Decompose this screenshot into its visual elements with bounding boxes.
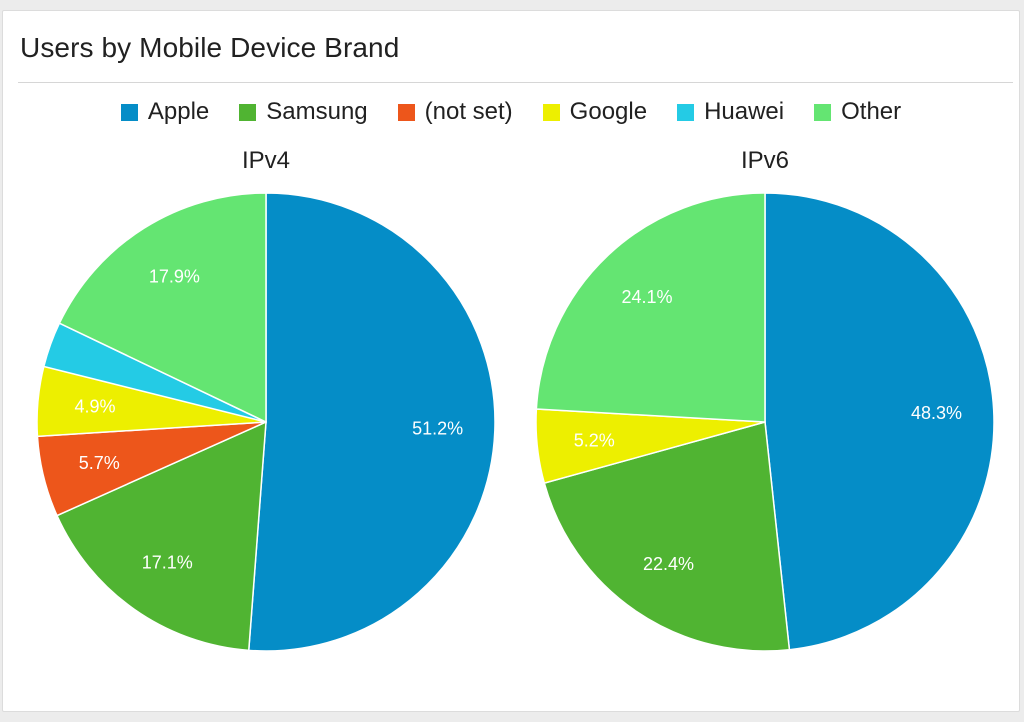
slice-label-samsung: 22.4% [643,554,694,574]
legend-label: Samsung [266,98,368,125]
legend-swatch [120,103,138,121]
legend-swatch [397,103,415,121]
chart-title-ipv6: IPv6 [741,147,789,174]
legend-item-huawei[interactable]: Huawei [677,98,784,126]
legend-swatch [814,103,832,121]
slice-label-other: 17.9% [149,267,200,287]
legend-label: Google [569,98,648,125]
pie-slice-other[interactable] [535,192,766,423]
legend-item-google[interactable]: Google [542,98,648,126]
slice-label-apple: 48.3% [911,403,962,423]
slice-label-not-set: 5.7% [79,453,120,473]
legend-label: Other [841,98,902,125]
pie-slice-samsung[interactable] [56,420,267,652]
pie-chart-ipv6: IPv6 48.3% 22.4% 5.2% 24.1% [535,147,995,652]
slice-label-samsung: 17.1% [142,553,193,573]
slice-label-apple: 51.2% [412,418,463,438]
legend-swatch [542,103,560,121]
pie-chart-ipv4: IPv4 51.2% 17.1% 5.7% 4.9% 17.9% [36,147,496,652]
legend-item-not-set[interactable]: (not set) [397,98,513,126]
legend-label: (not set) [424,98,513,125]
legend-swatch [239,103,257,121]
legend-label: Huawei [704,98,785,125]
legend-item-other[interactable]: Other [814,98,901,126]
slice-label-google: 4.9% [74,396,115,416]
slice-label-google: 5.2% [574,430,615,450]
chart-title-ipv4: IPv4 [242,147,290,174]
title-divider [18,82,1013,83]
legend-swatch [677,103,695,121]
pie-slice-apple[interactable] [764,192,995,651]
slice-label-other: 24.1% [622,287,673,307]
legend-item-samsung[interactable]: Samsung [239,98,368,126]
legend-label: Apple [147,98,210,125]
pie-slice-other[interactable] [58,192,267,424]
pie-slice-apple[interactable] [247,192,496,652]
pie-slice-samsung[interactable] [543,421,791,652]
legend-item-apple[interactable]: Apple [120,98,210,126]
card-title: Users by Mobile Device Brand [20,32,400,63]
legend: Apple Samsung (not set) Google Huawei Ot… [3,94,1019,130]
